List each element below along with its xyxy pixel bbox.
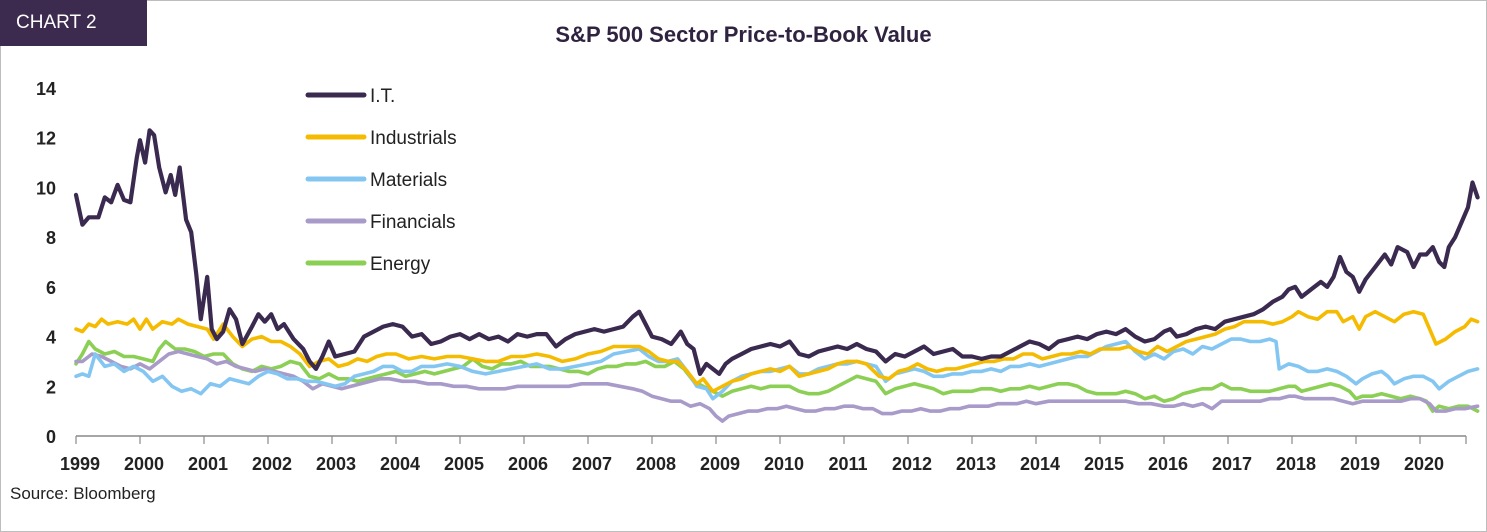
x-tick-label: 2020 xyxy=(1404,454,1444,474)
y-tick-label: 4 xyxy=(46,328,56,348)
series-line-industrials xyxy=(74,309,1480,394)
y-tick-label: 12 xyxy=(36,129,56,149)
y-tick-label: 10 xyxy=(36,178,56,198)
series-layer xyxy=(73,128,1480,423)
x-tick-label: 2006 xyxy=(508,454,548,474)
y-tick-label: 14 xyxy=(36,79,56,99)
x-tick-label: 2019 xyxy=(1340,454,1380,474)
legend-label: I.T. xyxy=(370,86,395,107)
x-tick-label: 2014 xyxy=(1020,454,1060,474)
x-tick-label: 2008 xyxy=(636,454,676,474)
x-tick-label: 2015 xyxy=(1084,454,1124,474)
y-tick-label: 6 xyxy=(46,278,56,298)
x-tick-label: 2001 xyxy=(188,454,228,474)
chart-title: S&P 500 Sector Price-to-Book Value xyxy=(555,22,932,47)
series-line-energy xyxy=(74,339,1480,413)
x-tick-label: 2004 xyxy=(380,454,420,474)
y-axis: 0 2 4 6 8 10 12 14 xyxy=(36,79,56,447)
x-tick-label: 2003 xyxy=(316,454,356,474)
legend-label: Energy xyxy=(370,254,431,275)
series-line-i-t xyxy=(73,128,1480,376)
series-line-financials xyxy=(74,349,1480,423)
x-tick-label: 2012 xyxy=(892,454,932,474)
x-tick-label: 2017 xyxy=(1212,454,1252,474)
legend-label: Industrials xyxy=(370,128,457,149)
x-tick-label: 2016 xyxy=(1148,454,1188,474)
x-tick-label: 2011 xyxy=(828,454,867,474)
x-tick-label: 2013 xyxy=(956,454,996,474)
x-tick-label: 2010 xyxy=(764,454,804,474)
y-tick-label: 8 xyxy=(46,228,56,248)
chart-badge: CHART 2 xyxy=(0,0,147,46)
x-tick-label: 2005 xyxy=(444,454,484,474)
x-tick-label: 2018 xyxy=(1276,454,1316,474)
x-tick-label: 2002 xyxy=(252,454,292,474)
x-axis: 1999 2000 2001 2002 2003 2004 2005 2006 2007 2008… xyxy=(60,435,1467,474)
x-tick-label: 1999 xyxy=(60,454,100,474)
source-note: Source: Bloomberg xyxy=(10,484,156,503)
y-tick-label: 0 xyxy=(46,427,56,447)
legend: I.T. Industrials Materials Financials Energy xyxy=(305,86,457,275)
legend-label: Materials xyxy=(370,170,447,191)
x-tick-label: 2007 xyxy=(572,454,612,474)
x-tick-label: 2000 xyxy=(124,454,164,474)
legend-label: Financials xyxy=(370,212,456,233)
x-tick-label: 2009 xyxy=(700,454,740,474)
y-tick-label: 2 xyxy=(46,377,56,397)
